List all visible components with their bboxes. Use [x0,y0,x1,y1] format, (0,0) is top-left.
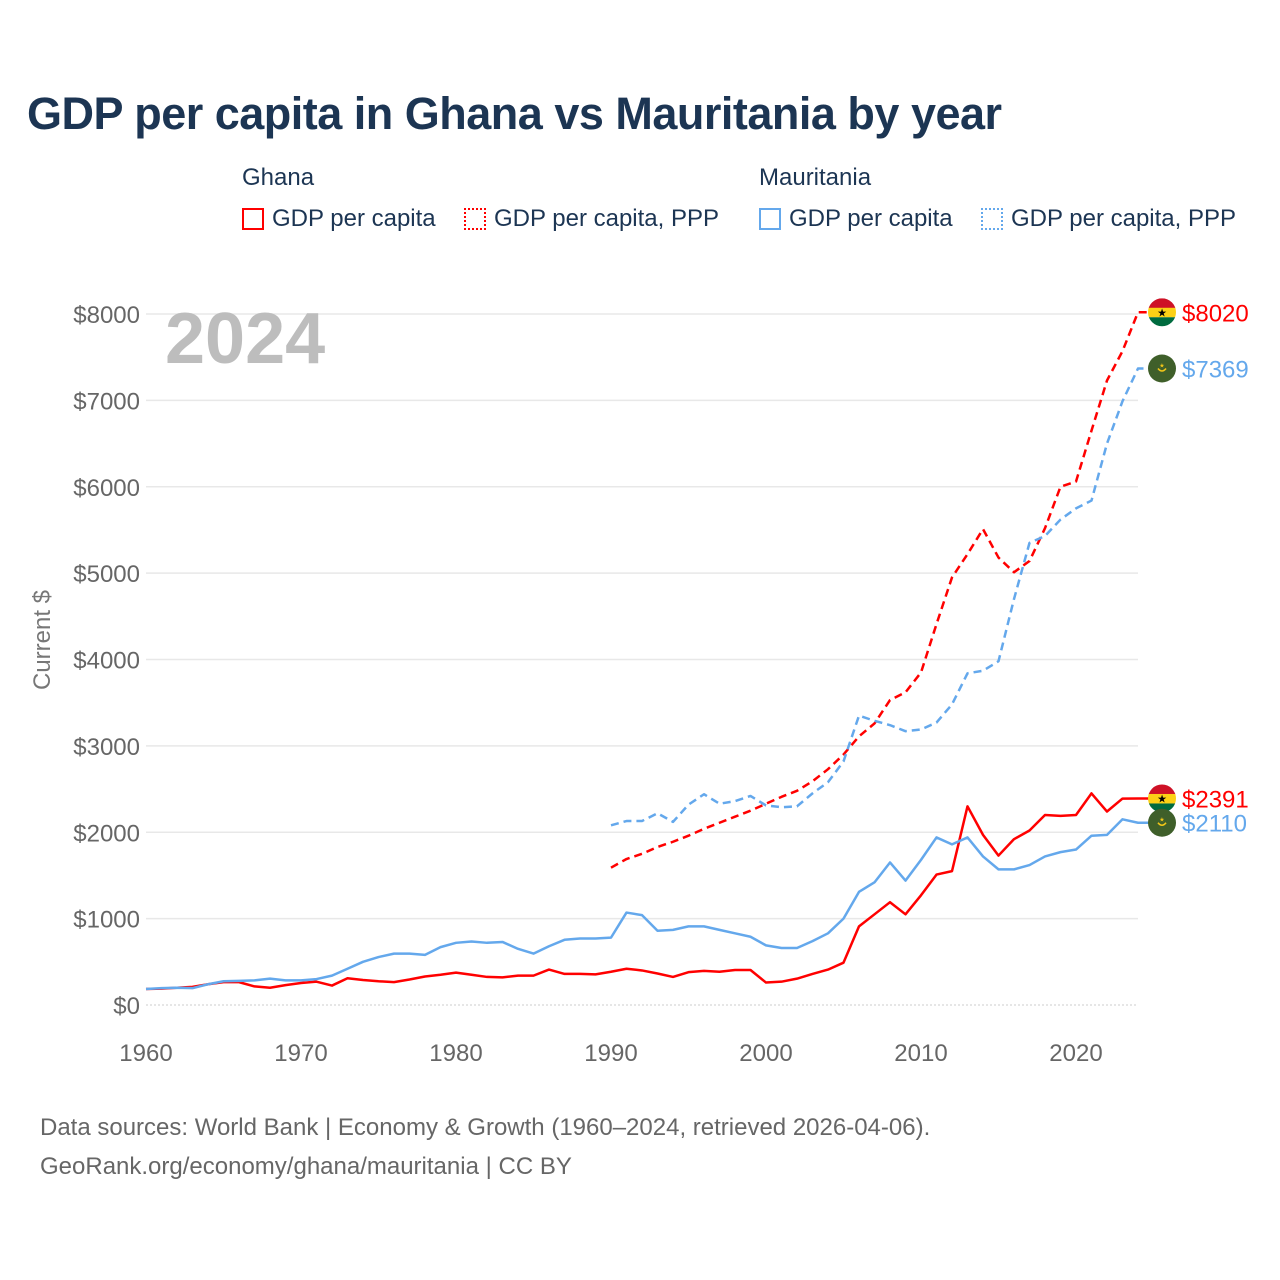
y-tick-label: $3000 [73,734,140,761]
x-tick-label: 2010 [894,1040,947,1067]
legend-label: GDP per capita [272,205,436,232]
flag-stripe-green [1148,317,1176,327]
flag-stripe-red [1148,298,1176,309]
flag-circle [1148,354,1176,383]
end-value-label: $8020 [1182,300,1249,327]
y-tick-label: $5000 [73,561,140,588]
y-tick-label: $1000 [73,907,140,934]
ghana-flag-icon: ★ [1148,784,1176,813]
flag-stripes [1148,784,1176,813]
star-icon: ★ [1159,817,1164,824]
series-line [610,367,1150,827]
legend-ghana-gdp-ppp[interactable]: GDP per capita, PPP [464,205,719,233]
legend-label: GDP per capita, PPP [494,205,719,232]
series-line [145,818,1150,991]
ghana-flag-icon: ★ [1148,298,1176,327]
x-tick-label: 2000 [739,1040,792,1067]
y-axis-label: Current $ [29,590,56,690]
legend-swatch-dotted-red [464,208,486,230]
series-line [610,311,1150,869]
y-tick-label: $0 [113,993,140,1020]
y-tick-label: $6000 [73,475,140,502]
end-value-label: $2110 [1182,811,1247,838]
year-watermark: 2024 [165,299,325,379]
footer: Data sources: World Bank | Economy & Gro… [40,1108,930,1186]
flag-stripe-red [1148,784,1176,795]
x-tick-label: 1990 [584,1040,637,1067]
star-icon: ★ [1157,793,1167,805]
flag-stripe-green [1148,803,1176,813]
footer-link[interactable]: GeoRank.org/economy/ghana/mauritania | C… [40,1153,572,1180]
legend-swatch-solid-blue [759,208,781,230]
end-value-label: $2391 [1182,786,1249,813]
legend-mauritania-gdp[interactable]: GDP per capita [759,205,953,233]
end-value-label: $7369 [1182,357,1249,384]
flag-stripe-gold [1148,793,1176,804]
legend-group-ghana: Ghana [242,164,315,191]
x-tick-label: 1960 [119,1040,172,1067]
crescent-icon [1157,822,1167,827]
chart-title: GDP per capita in Ghana vs Mauritania by… [27,88,1002,139]
x-tick-label: 2020 [1049,1040,1102,1067]
legend-swatch-dotted-blue [981,208,1003,230]
y-tick-label: $2000 [73,820,140,847]
mauritania-flag-icon: ★ [1148,354,1176,383]
mauritania-flag-icon: ★ [1148,808,1176,837]
crescent-icon [1157,367,1167,372]
legend-ghana-gdp[interactable]: GDP per capita [242,205,436,233]
footer-sources: Data sources: World Bank | Economy & Gro… [40,1114,931,1141]
flag-stripe-gold [1148,307,1176,318]
star-icon: ★ [1159,363,1164,370]
legend-mauritania-gdp-ppp[interactable]: GDP per capita, PPP [981,205,1236,233]
legend-swatch-solid-red [242,208,264,230]
y-tick-label: $8000 [73,302,140,329]
y-tick-label: $7000 [73,388,140,415]
x-tick-label: 1980 [429,1040,482,1067]
flag-circle [1148,808,1176,837]
x-tick-label: 1970 [274,1040,327,1067]
legend-label: GDP per capita, PPP [1011,205,1236,232]
legend-label: GDP per capita [789,205,953,232]
legend-group-mauritania: Mauritania [759,164,872,191]
flag-stripes [1148,298,1176,327]
series-line [145,792,1150,991]
y-tick-label: $4000 [73,648,140,675]
star-icon: ★ [1157,307,1167,319]
